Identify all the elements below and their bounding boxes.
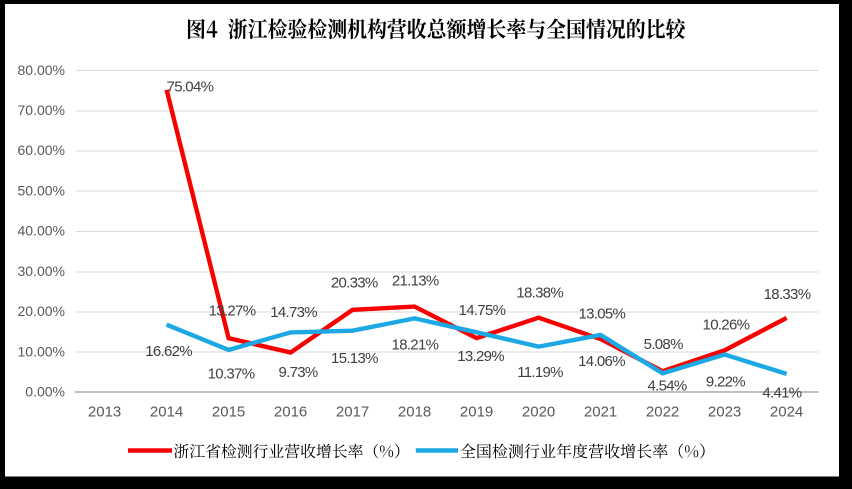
svg-text:40.00%: 40.00%: [18, 223, 65, 239]
svg-text:2017: 2017: [336, 404, 369, 421]
svg-text:2020: 2020: [522, 404, 555, 421]
svg-text:13.29%: 13.29%: [457, 348, 504, 365]
svg-text:50.00%: 50.00%: [18, 183, 65, 199]
svg-text:2015: 2015: [212, 404, 245, 421]
svg-text:80.00%: 80.00%: [18, 62, 65, 78]
svg-text:2021: 2021: [584, 404, 617, 421]
svg-text:4.41%: 4.41%: [762, 385, 801, 402]
svg-text:2023: 2023: [708, 404, 741, 421]
svg-text:20.33%: 20.33%: [331, 275, 378, 292]
svg-text:14.73%: 14.73%: [270, 304, 317, 321]
svg-text:2024: 2024: [770, 404, 803, 421]
svg-text:10.00%: 10.00%: [18, 343, 65, 359]
svg-text:10.26%: 10.26%: [703, 317, 750, 334]
svg-text:16.62%: 16.62%: [145, 343, 192, 360]
svg-text:11.19%: 11.19%: [517, 364, 563, 381]
svg-text:2022: 2022: [646, 404, 679, 421]
svg-text:4.54%: 4.54%: [647, 377, 686, 394]
svg-text:5.08%: 5.08%: [644, 336, 683, 353]
svg-text:21.13%: 21.13%: [392, 273, 439, 290]
svg-text:2019: 2019: [460, 404, 493, 421]
svg-text:15.13%: 15.13%: [331, 350, 378, 367]
svg-text:18.38%: 18.38%: [516, 284, 563, 301]
svg-text:60.00%: 60.00%: [18, 142, 65, 158]
svg-text:13.27%: 13.27%: [209, 303, 256, 320]
svg-text:9.22%: 9.22%: [706, 374, 745, 391]
svg-text:10.37%: 10.37%: [208, 366, 255, 383]
svg-text:2014: 2014: [150, 404, 183, 421]
svg-text:2018: 2018: [398, 404, 431, 421]
svg-text:70.00%: 70.00%: [18, 102, 65, 118]
svg-text:2013: 2013: [88, 404, 121, 421]
svg-text:18.21%: 18.21%: [392, 336, 439, 353]
svg-text:2016: 2016: [274, 404, 307, 421]
svg-text:9.73%: 9.73%: [278, 364, 317, 381]
svg-text:14.75%: 14.75%: [459, 302, 506, 319]
svg-text:13.05%: 13.05%: [578, 306, 625, 323]
svg-text:14.06%: 14.06%: [578, 353, 625, 370]
svg-text:20.00%: 20.00%: [18, 303, 65, 319]
svg-text:18.33%: 18.33%: [764, 286, 811, 303]
svg-text:75.04%: 75.04%: [167, 79, 214, 96]
svg-text:0.00%: 0.00%: [25, 384, 65, 400]
svg-text:30.00%: 30.00%: [18, 263, 65, 279]
